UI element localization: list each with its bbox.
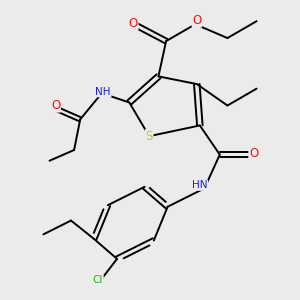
Text: O: O [51, 99, 60, 112]
Text: O: O [249, 147, 258, 160]
Text: S: S [146, 130, 153, 143]
Text: Cl: Cl [93, 275, 103, 285]
Text: HN: HN [192, 180, 208, 190]
Text: O: O [129, 17, 138, 30]
Text: O: O [192, 14, 201, 27]
Text: NH: NH [95, 87, 111, 97]
